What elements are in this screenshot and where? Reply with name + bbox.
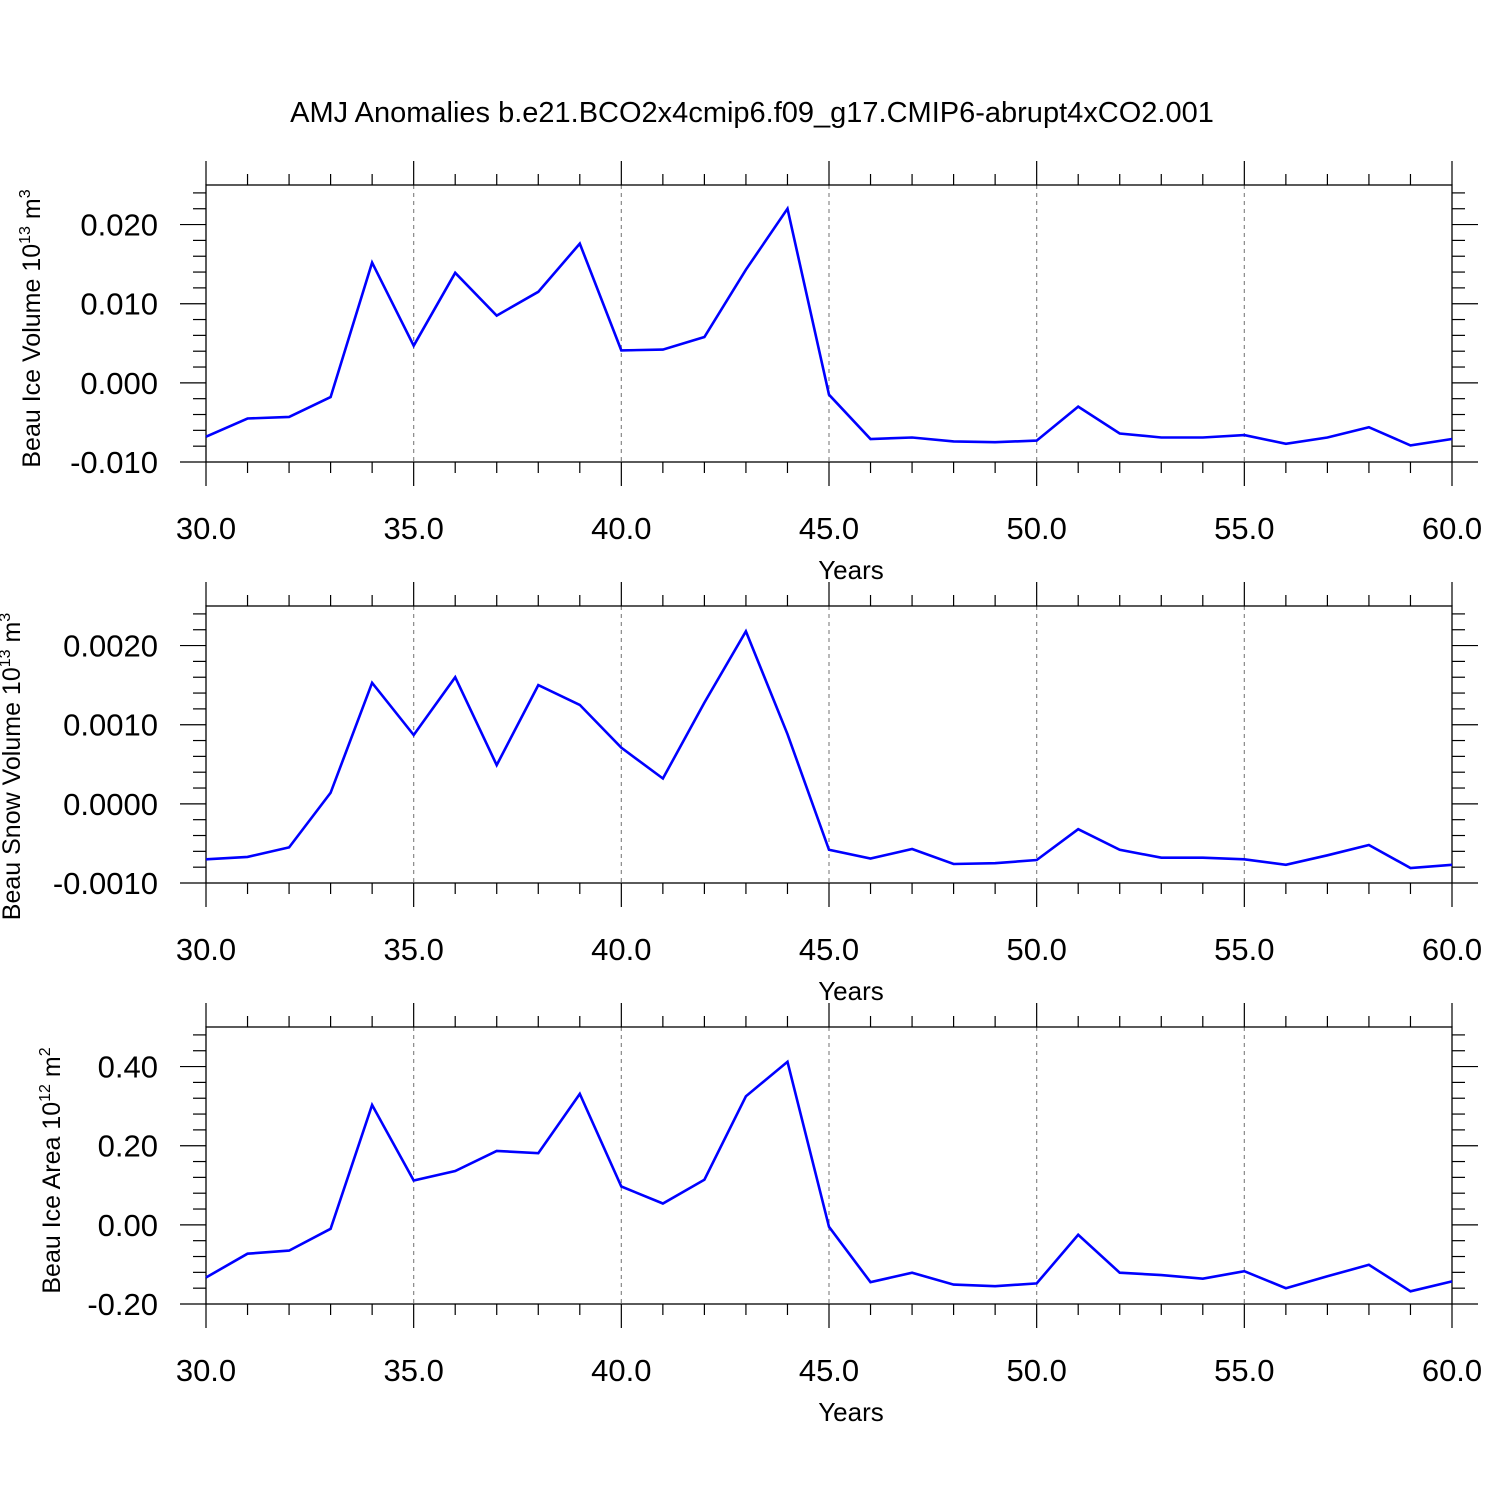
- x-tick-label: 60.0: [1422, 932, 1482, 967]
- x-tick-label: 30.0: [176, 932, 236, 967]
- panels: 30.0 35.0 40.0 45.0 50.0 55.0 60.0-0.0100.0000…: [0, 161, 1482, 1427]
- x-tick-label: 50.0: [1006, 1353, 1066, 1388]
- y-tick-label: 0.0000: [63, 787, 158, 822]
- y-axis-label: Beau Ice Volume 1013 m3: [17, 189, 46, 467]
- x-tick-label: 55.0: [1214, 1353, 1274, 1388]
- y-tick-label: -0.20: [87, 1287, 158, 1322]
- y-tick-label: 0.0010: [63, 708, 158, 743]
- x-tick-label: 55.0: [1214, 932, 1274, 967]
- x-tick-label: 30.0: [176, 1353, 236, 1388]
- y-axis-label: Beau Snow Volume 1013 m3: [0, 613, 26, 921]
- x-tick-label: 60.0: [1422, 511, 1482, 546]
- x-tick-label: 50.0: [1006, 932, 1066, 967]
- x-axis-label: Years: [818, 555, 884, 585]
- y-tick-label: 0.010: [80, 287, 158, 322]
- chart-panel-1: 30.0 35.0 40.0 45.0 50.0 55.0 60.0 -0.010 0.000 0…: [17, 161, 1482, 585]
- x-tick-label: 35.0: [383, 932, 443, 967]
- x-tick-label: 30.0: [176, 511, 236, 546]
- x-tick-label: 60.0: [1422, 1353, 1482, 1388]
- chart-panel-3: 30.0 35.0 40.0 45.0 50.0 55.0 60.0 -0.20 0.00 0.2…: [37, 1003, 1482, 1427]
- y-tick-label: -0.0010: [53, 866, 158, 901]
- y-axis-label: Beau Ice Area 1012 m2: [37, 1047, 66, 1293]
- y-tick-label: -0.010: [70, 445, 158, 480]
- y-tick-label: 0.40: [98, 1050, 158, 1085]
- x-tick-label: 45.0: [799, 932, 859, 967]
- series-line: [205, 1059, 1453, 1293]
- x-axis-label: Years: [818, 1397, 884, 1427]
- x-tick-label: 40.0: [591, 511, 651, 546]
- x-axis-label: Years: [818, 976, 884, 1006]
- y-tick-label: 0.0020: [63, 629, 158, 664]
- y-tick-label: 0.00: [98, 1208, 158, 1243]
- x-tick-label: 40.0: [591, 932, 651, 967]
- x-tick-label: 45.0: [799, 511, 859, 546]
- x-tick-label: 45.0: [799, 1353, 859, 1388]
- series-line: [205, 628, 1453, 870]
- x-tick-label: 50.0: [1006, 511, 1066, 546]
- x-tick-label: 35.0: [383, 1353, 443, 1388]
- x-tick-label: 35.0: [383, 511, 443, 546]
- chart-panel-2: 30.0 35.0 40.0 45.0 50.0 55.0 60.0 -0.0010 0.000…: [0, 582, 1482, 1006]
- x-tick-label: 55.0: [1214, 511, 1274, 546]
- y-tick-label: 0.000: [80, 366, 158, 401]
- y-tick-label: 0.20: [98, 1129, 158, 1164]
- x-tick-label: 40.0: [591, 1353, 651, 1388]
- y-tick-label: 0.020: [80, 208, 158, 243]
- chart-title: AMJ Anomalies b.e21.BCO2x4cmip6.f09_g17.…: [290, 97, 1214, 129]
- series-line: [205, 205, 1453, 447]
